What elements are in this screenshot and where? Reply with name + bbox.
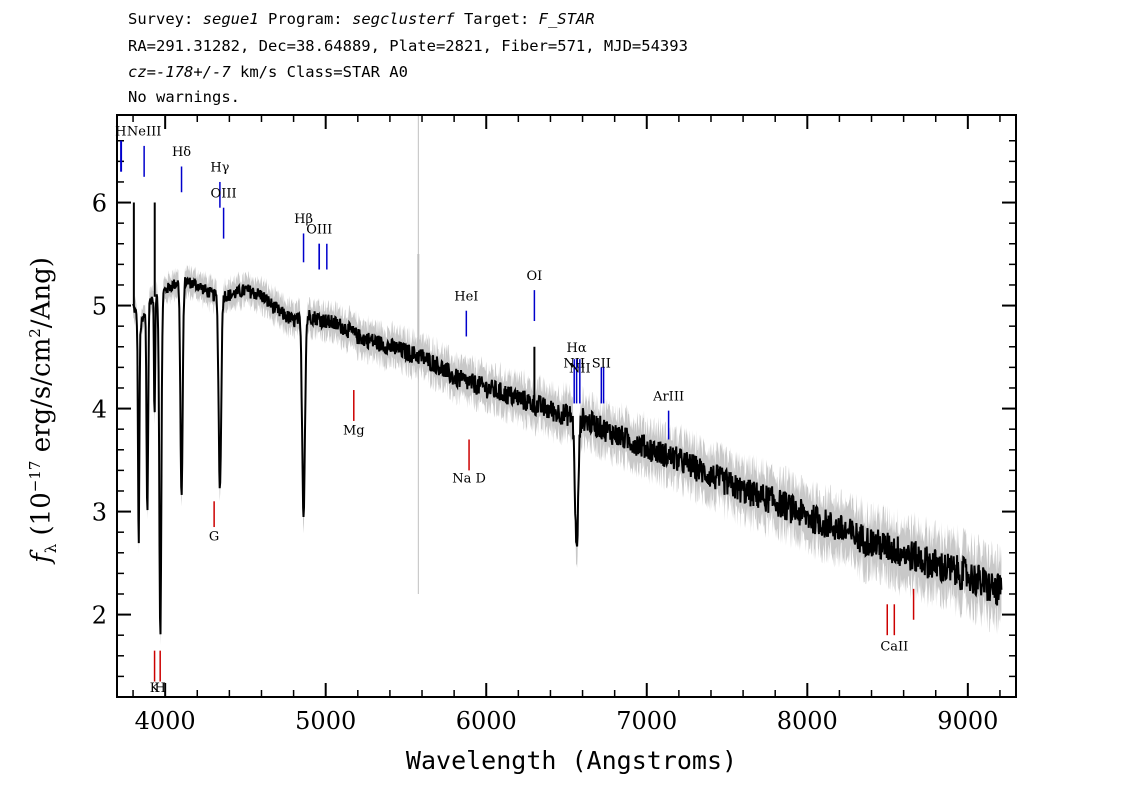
x-tick-label: 6000 bbox=[456, 707, 517, 735]
line-label-2: Hδ bbox=[172, 145, 191, 160]
line-label-8: OI bbox=[526, 269, 542, 284]
y-tick-label: 3 bbox=[92, 499, 107, 527]
x-tick-label: 5000 bbox=[295, 707, 356, 735]
flux-line bbox=[132, 276, 1003, 635]
line-label-13: ArIII bbox=[652, 389, 684, 404]
line-label-10: Hα bbox=[567, 341, 587, 356]
header-line-2: RA=291.31282, Dec=38.64889, Plate=2821, … bbox=[128, 37, 688, 55]
error-band bbox=[133, 264, 1002, 645]
target-label: Target: bbox=[454, 10, 539, 28]
line-label-5: Hβ bbox=[294, 212, 313, 227]
x-tick-label: 7000 bbox=[616, 707, 677, 735]
line-label-18: H bbox=[155, 681, 166, 696]
y-tick-label: 2 bbox=[92, 602, 107, 630]
line-label-16: Na D bbox=[452, 472, 486, 487]
program-value: segclusterf bbox=[351, 10, 455, 28]
line-label-11: NII bbox=[569, 362, 591, 377]
header-line-1: Survey: segue1 Program: segclusterf Targ… bbox=[128, 10, 595, 28]
x-tick-label: 9000 bbox=[937, 707, 998, 735]
class-value: km/s Class=STAR A0 bbox=[230, 63, 408, 81]
line-label-6: OIII bbox=[306, 222, 332, 237]
plot-frame bbox=[116, 114, 1017, 698]
x-tick-label: 4000 bbox=[135, 707, 196, 735]
line-label-0: H bbox=[115, 125, 126, 140]
header-line-4: No warnings. bbox=[128, 88, 240, 106]
line-label-15: Mg bbox=[343, 423, 365, 438]
line-label-4: OIII bbox=[211, 186, 237, 201]
line-label-17: K bbox=[150, 681, 160, 696]
line-label-3: Hγ bbox=[210, 161, 229, 176]
survey-value: segue1 bbox=[202, 10, 259, 28]
line-label-14: G bbox=[209, 529, 219, 544]
program-label: Program: bbox=[258, 10, 352, 28]
x-axis-label: Wavelength (Angstroms) bbox=[406, 746, 737, 775]
line-label-12: SII bbox=[592, 356, 611, 371]
line-label-19: CaII bbox=[880, 640, 908, 655]
target-value: F_STAR bbox=[538, 10, 595, 28]
x-tick-label: 8000 bbox=[777, 707, 838, 735]
line-label-1: NeIII bbox=[127, 125, 161, 140]
y-axis-label: fλ (10−17 erg/s/cm2/Ang) bbox=[26, 257, 60, 563]
survey-label: Survey: bbox=[128, 10, 203, 28]
y-tick-label: 4 bbox=[92, 396, 107, 424]
line-label-7: HeI bbox=[454, 289, 478, 304]
header-line-3: cz=-178+/-7 km/s Class=STAR A0 bbox=[128, 63, 408, 81]
redshift-value: cz=-178+/-7 bbox=[128, 63, 231, 81]
y-tick-label: 5 bbox=[92, 293, 107, 321]
y-tick-label: 6 bbox=[92, 190, 107, 218]
